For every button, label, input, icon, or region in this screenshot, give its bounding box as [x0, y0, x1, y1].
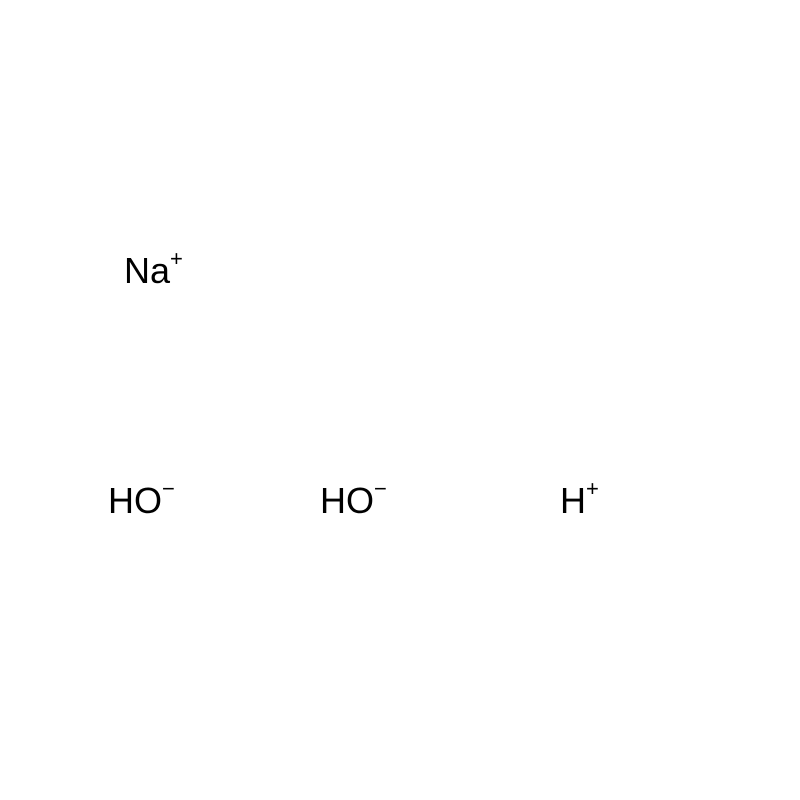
- species-superscript: −: [162, 476, 175, 501]
- species-ho-minus-left: HO−: [108, 480, 175, 522]
- species-ho-minus-mid: HO−: [320, 480, 387, 522]
- species-base: Na: [124, 250, 170, 291]
- species-h-plus: H+: [560, 480, 599, 522]
- species-superscript: −: [374, 476, 387, 501]
- species-na-plus: Na+: [124, 250, 183, 292]
- species-superscript: +: [170, 246, 183, 271]
- species-base: HO: [108, 480, 162, 521]
- species-base: HO: [320, 480, 374, 521]
- species-superscript: +: [586, 476, 599, 501]
- species-base: H: [560, 480, 586, 521]
